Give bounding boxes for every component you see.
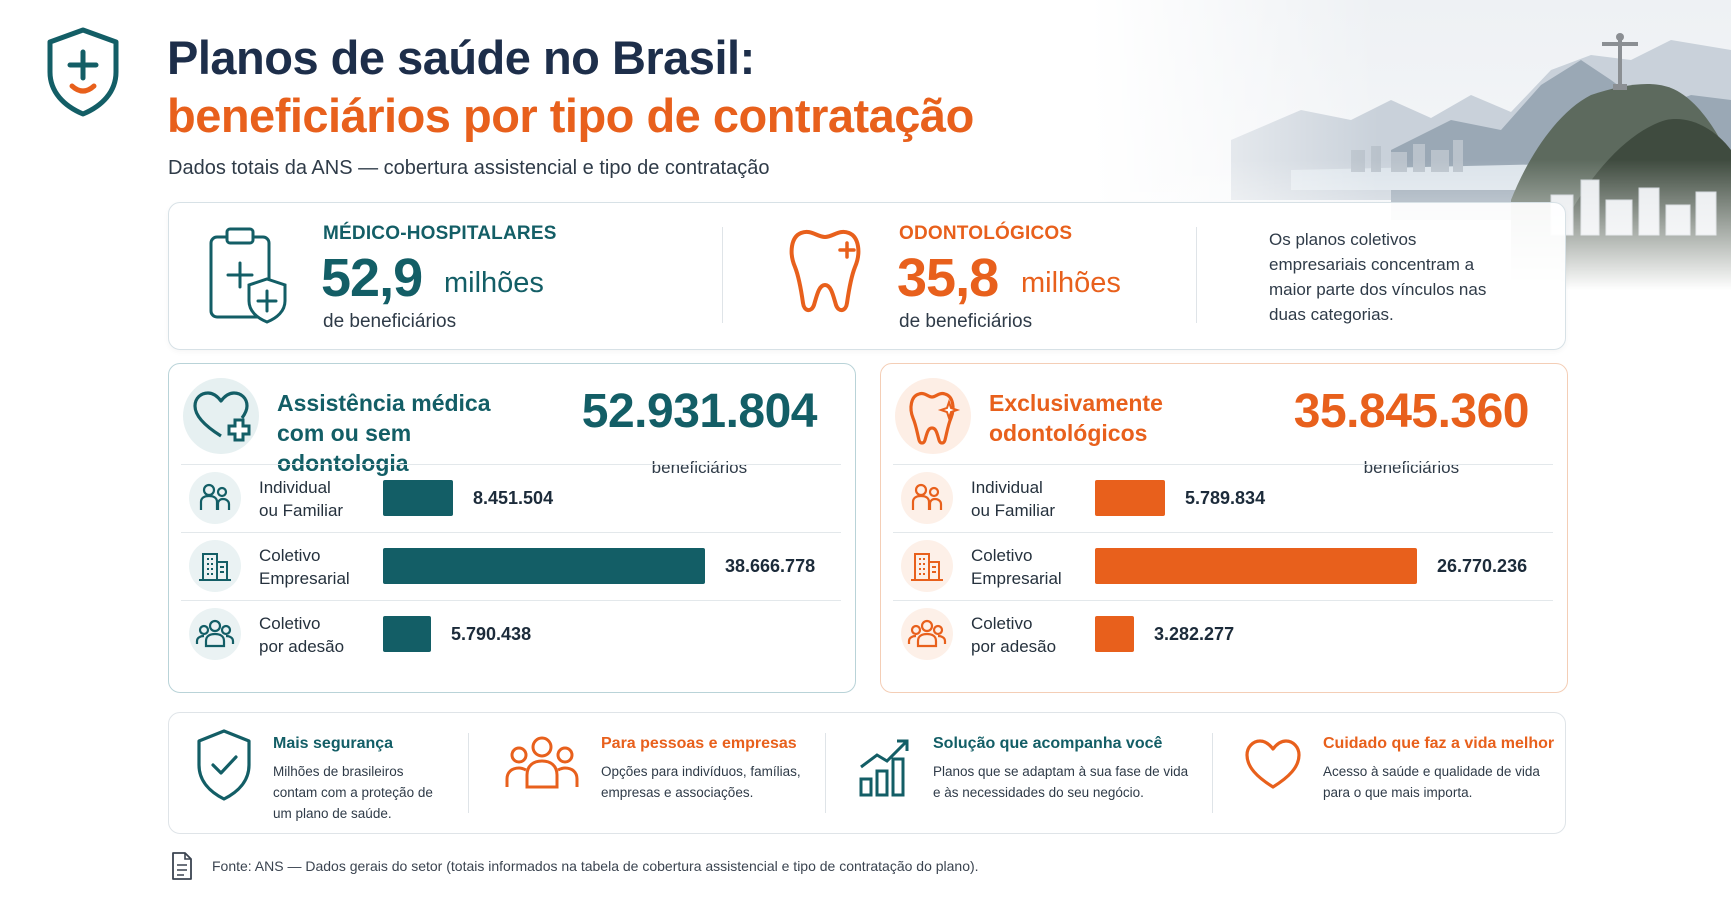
building-icon <box>189 540 241 592</box>
chart-total: 52.931.804 beneficiários <box>581 384 818 477</box>
family-icon <box>189 472 241 524</box>
page-title: Planos de saúde no Brasil: <box>167 31 755 84</box>
feature-text: Opções para indivíduos, famílias, empres… <box>601 764 801 800</box>
medical-chart-panel: Assistência médica com ou sem odontologi… <box>168 363 856 693</box>
bar <box>383 616 431 652</box>
divider <box>468 733 469 813</box>
feature-title: Cuidado que faz a vida melhor <box>1323 735 1555 752</box>
features-card: Mais segurança Milhões de brasileiros co… <box>168 712 1566 834</box>
row-divider <box>181 532 841 533</box>
document-icon <box>172 852 192 880</box>
bar <box>1095 548 1417 584</box>
bar <box>383 480 453 516</box>
row-divider <box>893 532 1553 533</box>
feature-title: Solução que acompanha você <box>933 735 1163 752</box>
dental-kpi-label: ODONTOLÓGICOS <box>899 223 1073 244</box>
divider <box>1196 227 1197 323</box>
dental-kpi-unit: milhões <box>1021 267 1121 299</box>
bar <box>1095 616 1134 652</box>
chart-total-label: beneficiários <box>1363 458 1460 477</box>
dental-kpi-value: 35,8 <box>897 248 999 308</box>
heart-plus-icon <box>183 378 259 454</box>
divider <box>722 227 723 323</box>
group-icon <box>189 608 241 660</box>
chart-total-value: 35.845.360 <box>1293 385 1530 438</box>
dental-chart-panel: Exclusivamente odontológicos 35.845.360 … <box>880 363 1568 693</box>
feature-title: Mais segurança <box>273 735 394 752</box>
bar-value-label: 38.666.778 <box>725 556 816 576</box>
feature-solution: Solução que acompanha você Planos que se… <box>829 713 1209 833</box>
chart-title: Assistência médica com ou sem odontologi… <box>277 390 491 476</box>
summary-note: Os planos coletivos empresariais concent… <box>1269 230 1487 324</box>
feature-text: Acesso à saúde e qualidade de vida para … <box>1323 764 1540 800</box>
row-divider <box>893 464 1553 465</box>
medical-kpi-value: 52,9 <box>321 248 423 308</box>
feature-text: Milhões de brasileiros contam com a prot… <box>273 764 433 821</box>
bar-category-label: Coletivo Empresarial <box>971 546 1062 588</box>
heart-icon <box>1245 739 1301 789</box>
bar <box>1095 480 1165 516</box>
medical-kpi-unit: milhões <box>444 267 544 299</box>
shield-check-icon <box>197 729 251 801</box>
bar-value-label: 3.282.277 <box>1154 624 1235 644</box>
chart-total-value: 52.931.804 <box>581 385 818 438</box>
medical-kpi-label: MÉDICO-HOSPITALARES <box>323 223 557 244</box>
people-icon <box>505 736 579 789</box>
chart-total: 35.845.360 beneficiários <box>1293 384 1530 477</box>
tooth-icon <box>789 229 861 312</box>
row-divider <box>181 600 841 601</box>
page-title-highlight: beneficiários por tipo de contratação <box>167 89 974 142</box>
dental-kpi-sub: de beneficiários <box>899 311 1033 332</box>
page-subtitle: Dados totais da ANS — cobertura assisten… <box>168 157 770 179</box>
building-icon <box>901 540 953 592</box>
source-note: Fonte: ANS — Dados gerais do setor (tota… <box>212 858 979 874</box>
bar-category-label: Individual ou Familiar <box>259 478 344 520</box>
bar-value-label: 8.451.504 <box>473 488 554 508</box>
tooth-sparkle-icon <box>895 378 971 454</box>
feature-text: Planos que se adaptam à sua fase de vida… <box>933 764 1189 800</box>
bar-category-label: Coletivo por adesão <box>971 614 1057 656</box>
bar-category-label: Coletivo Empresarial <box>259 546 350 588</box>
divider <box>825 733 826 813</box>
rio-landscape-illustration <box>1091 0 1731 290</box>
bar-value-label: 5.789.834 <box>1185 488 1266 508</box>
feature-security: Mais segurança Milhões de brasileiros co… <box>169 713 469 833</box>
group-icon <box>901 608 953 660</box>
medical-kpi-sub: de beneficiários <box>323 311 457 332</box>
chart-title: Exclusivamente odontológicos <box>989 390 1163 446</box>
divider <box>1212 733 1213 813</box>
feature-people: Para pessoas e empresas Opções para indi… <box>469 713 819 833</box>
summary-card: MÉDICO-HOSPITALARES 52,9 milhões de bene… <box>168 202 1566 350</box>
bar-value-label: 26.770.236 <box>1437 556 1528 576</box>
feature-care: Cuidado que faz a vida melhor Acesso à s… <box>1213 713 1563 833</box>
bar-category-label: Individual ou Familiar <box>971 478 1056 520</box>
row-divider <box>893 600 1553 601</box>
bar <box>383 548 705 584</box>
clipboard-shield-icon <box>209 227 287 324</box>
health-shield-logo-icon <box>47 27 119 117</box>
chart-total-label: beneficiários <box>651 458 748 477</box>
row-divider <box>181 464 841 465</box>
family-icon <box>901 472 953 524</box>
bar-category-label: Coletivo por adesão <box>259 614 345 656</box>
growth-chart-icon <box>859 739 909 797</box>
feature-title: Para pessoas e empresas <box>601 735 797 752</box>
bar-value-label: 5.790.438 <box>451 624 532 644</box>
